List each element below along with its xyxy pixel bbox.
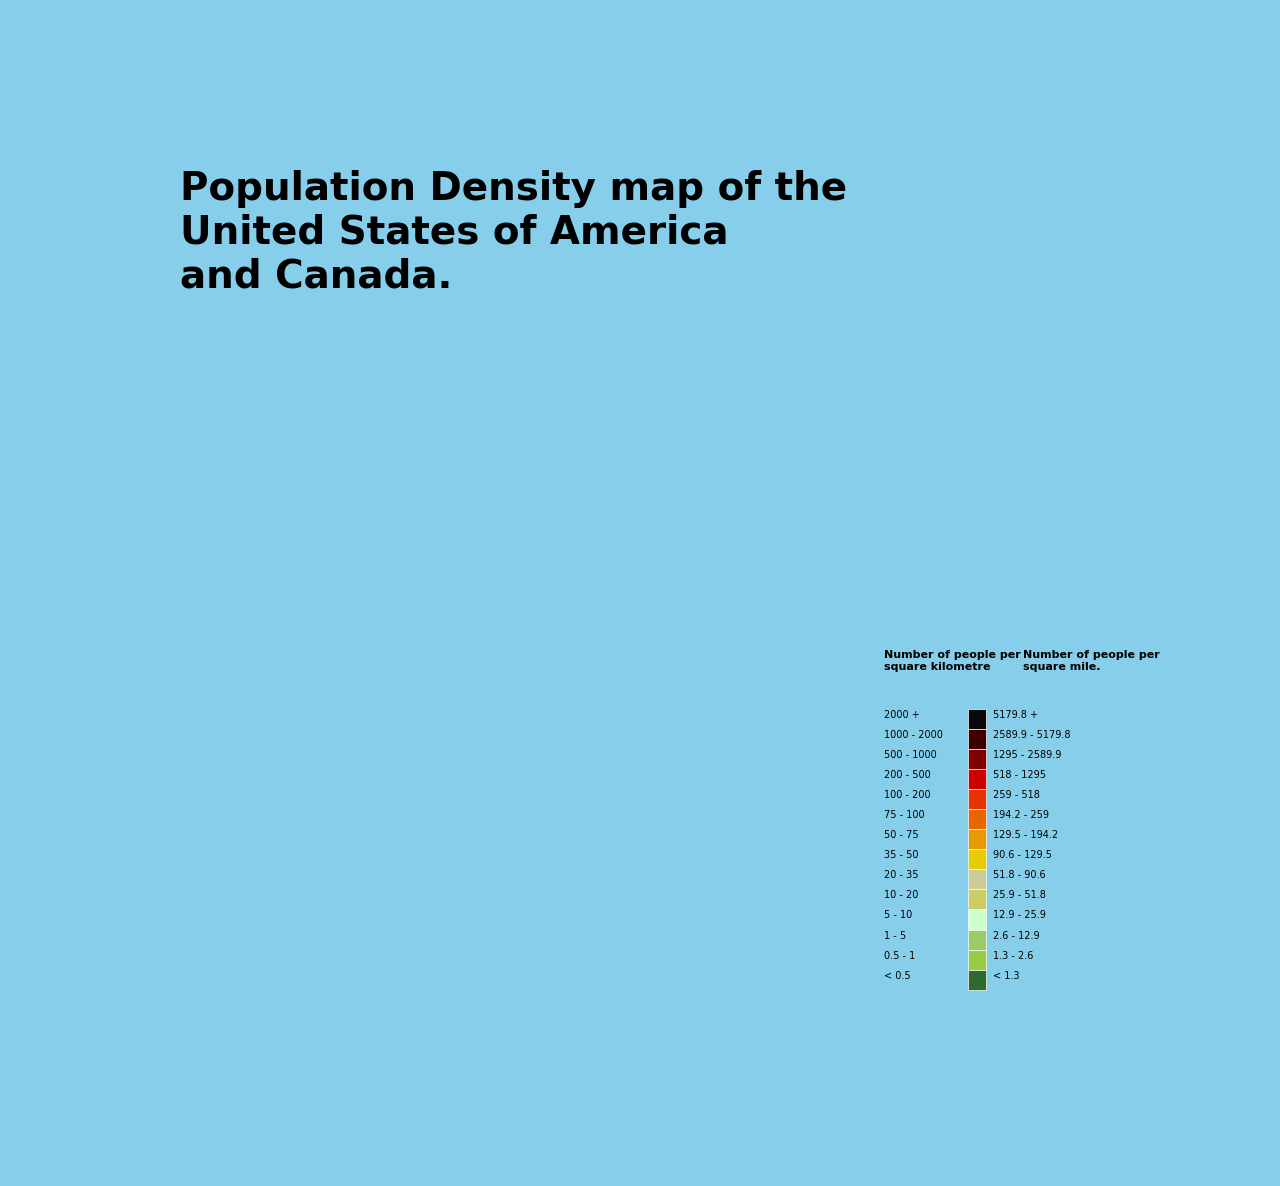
Bar xyxy=(969,910,987,930)
Text: 75 - 100: 75 - 100 xyxy=(884,810,924,820)
Text: 51.8 - 90.6: 51.8 - 90.6 xyxy=(993,871,1046,880)
Text: 5179.8 +: 5179.8 + xyxy=(993,709,1038,720)
Bar xyxy=(969,930,987,950)
Text: 1 - 5: 1 - 5 xyxy=(884,931,906,940)
Text: Number of people per
square mile.: Number of people per square mile. xyxy=(1023,650,1160,672)
Text: 50 - 75: 50 - 75 xyxy=(884,830,919,840)
Text: 259 - 518: 259 - 518 xyxy=(993,790,1041,799)
Text: < 1.3: < 1.3 xyxy=(993,970,1020,981)
Text: 2000 +: 2000 + xyxy=(884,709,920,720)
Text: < 0.5: < 0.5 xyxy=(884,970,911,981)
Text: 1000 - 2000: 1000 - 2000 xyxy=(884,729,943,740)
Bar xyxy=(969,748,987,769)
Text: 194.2 - 259: 194.2 - 259 xyxy=(993,810,1050,820)
Text: Population Density map of the
United States of America
and Canada.: Population Density map of the United Sta… xyxy=(179,170,847,295)
Bar xyxy=(969,769,987,789)
Bar xyxy=(969,829,987,849)
Text: 129.5 - 194.2: 129.5 - 194.2 xyxy=(993,830,1059,840)
Text: 2589.9 - 5179.8: 2589.9 - 5179.8 xyxy=(993,729,1071,740)
Text: 90.6 - 129.5: 90.6 - 129.5 xyxy=(993,850,1052,860)
Text: 1.3 - 2.6: 1.3 - 2.6 xyxy=(993,951,1034,961)
Text: 35 - 50: 35 - 50 xyxy=(884,850,919,860)
Text: 25.9 - 51.8: 25.9 - 51.8 xyxy=(993,891,1046,900)
Text: 100 - 200: 100 - 200 xyxy=(884,790,931,799)
Text: Number of people per
square kilometre: Number of people per square kilometre xyxy=(884,650,1021,672)
Text: 20 - 35: 20 - 35 xyxy=(884,871,919,880)
Text: 12.9 - 25.9: 12.9 - 25.9 xyxy=(993,911,1046,920)
Bar xyxy=(969,708,987,728)
Bar xyxy=(969,869,987,890)
Bar xyxy=(969,849,987,869)
Bar xyxy=(969,970,987,990)
Bar xyxy=(969,728,987,748)
Text: 518 - 1295: 518 - 1295 xyxy=(993,770,1046,780)
Text: 10 - 20: 10 - 20 xyxy=(884,891,919,900)
Text: 200 - 500: 200 - 500 xyxy=(884,770,931,780)
Text: 0.5 - 1: 0.5 - 1 xyxy=(884,951,915,961)
Bar xyxy=(969,950,987,970)
Text: 2.6 - 12.9: 2.6 - 12.9 xyxy=(993,931,1039,940)
Text: 1295 - 2589.9: 1295 - 2589.9 xyxy=(993,750,1061,760)
Text: 5 - 10: 5 - 10 xyxy=(884,911,913,920)
Text: 500 - 1000: 500 - 1000 xyxy=(884,750,937,760)
Bar xyxy=(969,809,987,829)
Bar xyxy=(969,890,987,910)
Bar xyxy=(969,789,987,809)
